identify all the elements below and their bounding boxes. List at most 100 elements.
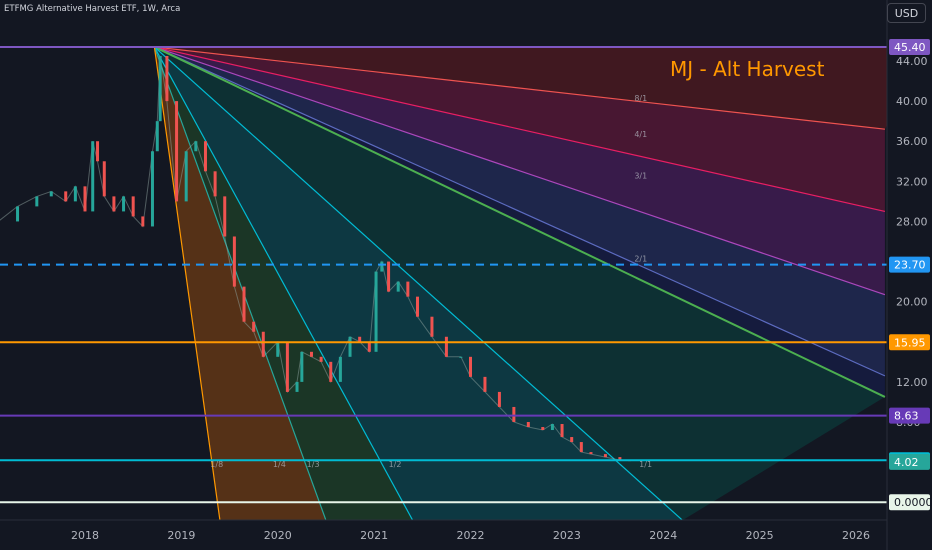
- price-candle: [49, 191, 53, 197]
- price-candle: [380, 261, 384, 272]
- price-candle: [150, 151, 154, 227]
- price-candle: [122, 196, 126, 212]
- fan-label: 1/4: [273, 460, 286, 469]
- price-candle: [175, 101, 179, 202]
- fan-line-1-2: [153, 46, 683, 520]
- price-candle: [96, 141, 100, 162]
- price-candle: [252, 321, 256, 332]
- price-candle: [213, 171, 217, 197]
- y-tick-label: 44.00: [896, 55, 928, 68]
- fan-label: 3/1: [634, 171, 647, 180]
- plot-area: 8/1 4/1 3/1 2/1 1/1 1/2 1/3 1/4 1/8: [0, 45, 887, 520]
- fan-label: 1/3: [307, 460, 320, 469]
- price-candle: [348, 336, 352, 357]
- price-candle: [285, 341, 289, 392]
- fan-label: 4/1: [634, 130, 647, 139]
- price-tag: 4.02: [889, 453, 930, 470]
- price-candle: [396, 281, 400, 292]
- price-candle: [223, 196, 227, 237]
- price-candle: [374, 271, 378, 352]
- x-tick-label: 2026: [842, 529, 870, 542]
- price-tag: 15.95: [889, 334, 930, 351]
- price-candle: [444, 336, 448, 357]
- price-candle: [570, 437, 574, 443]
- price-candle: [319, 356, 323, 362]
- price-candle: [338, 356, 342, 382]
- price-candle: [184, 151, 188, 202]
- price-candle: [579, 442, 583, 453]
- y-tick-label: 28.00: [896, 215, 928, 228]
- x-tick-label: 2025: [746, 529, 774, 542]
- price-candle: [512, 406, 516, 422]
- price-candle: [141, 216, 145, 227]
- price-tag: 0.0000: [889, 494, 932, 511]
- price-candle: [550, 424, 554, 431]
- fan-line-2-1: [154, 46, 886, 377]
- price-candle: [165, 55, 169, 102]
- svg-text:0.0000: 0.0000: [894, 496, 932, 509]
- price-candle: [83, 186, 87, 212]
- price-candle: [358, 336, 362, 342]
- currency-button[interactable]: USD: [887, 3, 926, 23]
- price-tag: 45.40: [889, 38, 930, 55]
- price-candle: [430, 316, 434, 337]
- price-candle: [309, 351, 313, 357]
- price-line: [0, 55, 630, 461]
- svg-text:45.40: 45.40: [894, 41, 926, 54]
- price-candle: [158, 55, 162, 122]
- price-candle: [261, 331, 265, 357]
- price-candle: [459, 356, 463, 358]
- price-candle: [155, 121, 159, 152]
- price-candle: [560, 424, 564, 438]
- fan-line-1-3: [153, 46, 414, 520]
- price-candle: [483, 376, 487, 392]
- price-candle: [16, 206, 20, 222]
- fan-line-4-1: [154, 46, 886, 213]
- price-candle: [203, 141, 207, 172]
- svg-text:8.63: 8.63: [894, 410, 919, 423]
- price-candle: [329, 361, 333, 382]
- price-candle: [194, 141, 198, 152]
- annotation-title: MJ - Alt Harvest: [670, 57, 825, 81]
- x-tick-label: 2019: [167, 529, 195, 542]
- price-candle: [102, 161, 106, 197]
- price-candle: [35, 196, 39, 207]
- fan-label: 1/1: [639, 460, 652, 469]
- price-candle: [603, 454, 607, 458]
- price-candle: [589, 452, 593, 455]
- fan-line-1-8: [153, 46, 221, 520]
- svg-text:15.95: 15.95: [894, 336, 926, 349]
- fan-line-8-1: [154, 46, 885, 130]
- x-tick-label: 2021: [360, 529, 388, 542]
- price-candle: [276, 341, 280, 357]
- symbol-header: ETFMG Alternative Harvest ETF, 1W, Arca: [4, 4, 181, 14]
- price-candle: [112, 196, 116, 212]
- y-tick-label: 20.00: [896, 296, 928, 309]
- fan-fill-5: [154, 46, 885, 520]
- price-candle: [406, 281, 410, 297]
- fan-line-1-1: [153, 46, 886, 398]
- price-candle: [497, 391, 501, 407]
- price-candle: [242, 286, 246, 322]
- x-tick-label: 2024: [649, 529, 677, 542]
- price-candle: [295, 381, 299, 392]
- price-tag: 23.70: [889, 256, 930, 273]
- price-candle: [618, 457, 622, 461]
- price-candle: [91, 141, 95, 212]
- svg-text:4.02: 4.02: [894, 456, 919, 469]
- price-candle: [300, 351, 304, 382]
- y-tick-label: 40.00: [896, 95, 928, 108]
- y-tick-label: 32.00: [896, 175, 928, 188]
- price-candle: [367, 341, 371, 352]
- price-candle: [469, 356, 472, 377]
- price-candle: [73, 186, 77, 202]
- fan-line-1-4: [153, 46, 327, 520]
- price-candle: [131, 196, 135, 217]
- price-candle: [526, 422, 530, 428]
- svg-text:23.70: 23.70: [894, 259, 926, 272]
- fan-line-3-1: [154, 46, 886, 296]
- price-candle: [387, 261, 391, 292]
- x-tick-label: 2018: [71, 529, 99, 542]
